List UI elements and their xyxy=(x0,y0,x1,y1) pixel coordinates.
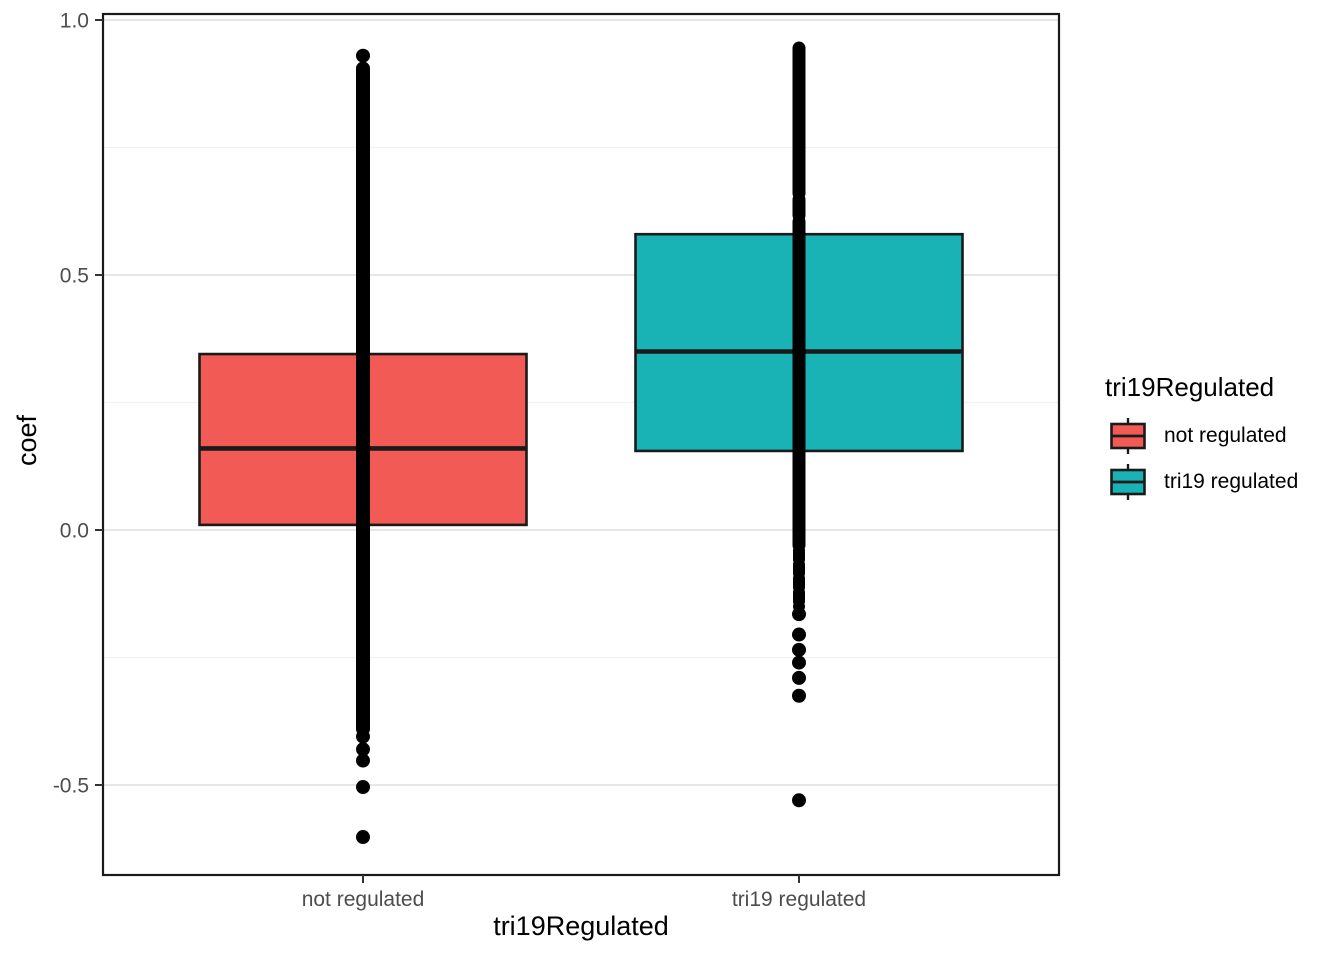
legend-label-not-regulated: not regulated xyxy=(1164,424,1287,447)
outlier-point-not-regulated xyxy=(356,729,370,744)
legend-label-tri19-regulated: tri19 regulated xyxy=(1164,470,1299,493)
outlier-point-not-regulated xyxy=(356,742,370,757)
outlier-point-tri19-regulated xyxy=(792,670,806,685)
outlier-point-not-regulated xyxy=(356,830,370,845)
legend: tri19Regulated not regulated tri19 regul… xyxy=(1103,372,1298,509)
y-tick-label: 0.5 xyxy=(60,265,89,288)
panel-border xyxy=(101,12,1061,877)
outlier-point-not-regulated xyxy=(356,48,370,63)
outlier-point-tri19-regulated xyxy=(792,627,806,642)
y-tick-label: 0.0 xyxy=(60,520,89,543)
outlier-point-tri19-regulated xyxy=(792,793,806,808)
outlier-point-not-regulated xyxy=(356,780,370,795)
x-tick-label-tri19-regulated: tri19 regulated xyxy=(732,888,866,911)
y-axis-title: coef xyxy=(12,414,42,466)
outlier-point-tri19-regulated xyxy=(792,607,806,622)
x-tick-label-not-regulated: not regulated xyxy=(302,888,425,911)
outlier-point-tri19-regulated xyxy=(792,642,806,657)
legend-title: tri19Regulated xyxy=(1105,372,1275,402)
legend-entry-tri19-regulated: tri19 regulated xyxy=(1103,463,1298,501)
outlier-point-tri19-regulated xyxy=(792,655,806,670)
y-tick-label: -0.5 xyxy=(53,775,89,798)
boxplot-key-icon xyxy=(1110,418,1146,454)
legend-entry-not-regulated: not regulated xyxy=(1103,417,1298,455)
boxplot-key-icon xyxy=(1110,464,1146,500)
x-axis-title: tri19Regulated xyxy=(493,911,669,941)
outlier-point-not-regulated xyxy=(356,753,370,768)
y-tick-label: 1.0 xyxy=(60,10,89,33)
outlier-point-tri19-regulated xyxy=(792,688,806,703)
